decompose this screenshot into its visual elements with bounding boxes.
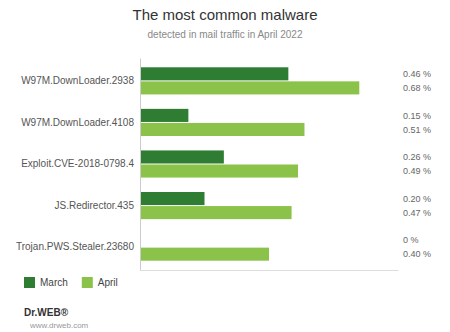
annotation: Dr.WEB® <box>24 307 69 318</box>
y-tick-label: JS.Redirector.435 <box>55 200 135 211</box>
x-axis-line <box>141 270 399 271</box>
y-tick: JS.Redirector.435 <box>55 200 135 211</box>
title: The most common malware <box>132 6 317 23</box>
y-tick-label: Exploit.CVE-2018-0798.4 <box>21 158 134 169</box>
y-axis: W97M.DownLoader.2938 W97M.DownLoader.4108… <box>16 59 141 271</box>
data-label: 0 % <box>403 235 419 245</box>
y-tick: Trojan.PWS.Stealer.23680 <box>16 241 134 252</box>
annotations: Dr.WEB® www.drweb.com <box>24 307 89 330</box>
bar <box>140 81 359 94</box>
subtitle: detected in mail traffic in April 2022 <box>148 29 303 40</box>
data-label: 0.47 % <box>403 208 431 218</box>
y-axis-line <box>140 59 141 271</box>
data-label: 0.46 % <box>403 69 431 79</box>
y-tick: Exploit.CVE-2018-0798.4 <box>21 158 134 169</box>
data-label: 0.26 % <box>403 152 431 162</box>
plot: W97M.DownLoader.2938 W97M.DownLoader.4108… <box>16 59 431 271</box>
legend: March April <box>24 277 118 288</box>
data-labels: 0.46 % 0.15 % 0.26 % 0.20 % 0 % 0.68 % 0.51 % 0… <box>403 69 431 259</box>
legend-swatch <box>24 277 35 288</box>
data-label: 0.40 % <box>403 249 431 259</box>
y-tick-label: Trojan.PWS.Stealer.23680 <box>16 241 134 252</box>
legend-label: April <box>98 277 118 288</box>
data-label: 0.15 % <box>403 111 431 121</box>
data-label: 0.20 % <box>403 194 431 204</box>
y-tick-label: W97M.DownLoader.4108 <box>21 117 134 128</box>
legend-item: April <box>82 277 118 288</box>
legend-item: March <box>24 277 68 288</box>
legend-label: March <box>40 277 68 288</box>
bar <box>140 164 298 177</box>
legend-swatch <box>82 277 93 288</box>
data-label: 0.51 % <box>403 125 431 135</box>
data-label: 0.68 % <box>403 83 431 93</box>
y-tick-label: W97M.DownLoader.2938 <box>21 75 134 86</box>
bar <box>140 109 188 122</box>
chart: The most common malware detected in mail … <box>0 0 450 332</box>
bar <box>140 206 292 219</box>
bars <box>140 67 359 260</box>
x-axis <box>141 270 399 271</box>
y-tick: W97M.DownLoader.2938 <box>21 75 134 86</box>
bar <box>140 248 269 261</box>
annotation: www.drweb.com <box>29 321 89 330</box>
data-label: 0.49 % <box>403 166 431 176</box>
bar <box>140 67 288 80</box>
bar <box>140 192 205 205</box>
bar <box>140 123 304 136</box>
y-tick: W97M.DownLoader.4108 <box>21 117 134 128</box>
bar <box>140 150 224 163</box>
